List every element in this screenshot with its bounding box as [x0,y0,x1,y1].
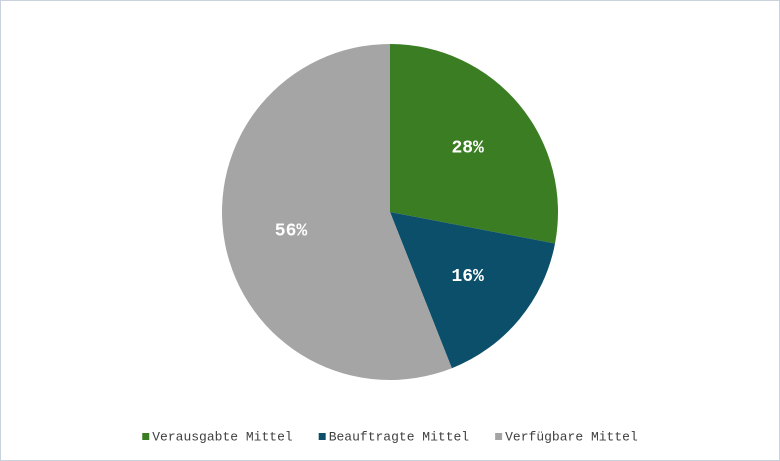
legend-label: Verfügbare Mittel [505,429,638,444]
value-label: 16% [451,267,484,287]
legend-marker [142,433,150,440]
legend-marker [495,433,503,440]
legend-label: Verausgabte Mittel [152,429,293,444]
value-label: 56% [275,222,308,242]
value-label: 28% [451,138,484,158]
legend-marker [318,433,326,440]
pie-slice [390,44,558,244]
pie-slice [222,44,452,380]
pie-slice [390,212,556,369]
legend-label: Beauftragte Mittel [329,429,470,444]
